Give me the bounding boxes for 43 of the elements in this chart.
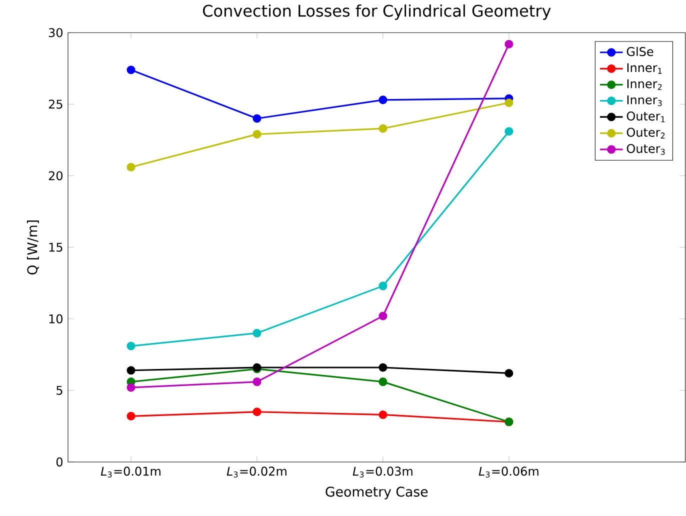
point — [378, 312, 388, 320]
legend-label: Inner$_{2}$ — [627, 79, 662, 90]
point — [378, 410, 388, 420]
y-axis-title: Q [W/m] — [26, 220, 39, 274]
point — [126, 383, 136, 392]
point — [252, 378, 262, 386]
legend-label: Inner$_{1}$ — [627, 63, 662, 74]
point — [378, 282, 388, 290]
y-tick-label: 30 — [48, 28, 62, 38]
point — [252, 114, 262, 123]
point — [504, 98, 514, 108]
x-axis-title: Geometry Case — [326, 486, 428, 500]
point — [378, 363, 388, 372]
legend-label: Outer$_{3}$ — [626, 144, 665, 155]
point — [252, 408, 262, 416]
x-tick-label: L$_{3}$=0.06m — [478, 466, 538, 478]
x-tick-label: L$_{3}$=0.02m — [226, 466, 286, 478]
legend-label: Outer$_{2}$ — [626, 128, 665, 138]
x-tick-label: L$_{3}$=0.03m — [352, 466, 412, 478]
point — [504, 40, 514, 48]
point — [126, 66, 136, 74]
point — [126, 412, 136, 420]
point — [126, 342, 136, 350]
legend-label: Inner$_{3}$ — [627, 95, 662, 106]
point — [378, 378, 388, 386]
y-tick-label: 25 — [48, 100, 62, 109]
legend-label: GlSe — [626, 46, 654, 56]
y-tick-label: 0 — [56, 457, 62, 467]
point — [126, 162, 136, 172]
y-tick-label: 5 — [56, 386, 62, 395]
point — [378, 124, 388, 133]
y-tick-label: 20 — [48, 171, 62, 180]
point — [378, 96, 388, 104]
chart-title: Convection Losses for Cylindrical Geometry — [202, 4, 551, 20]
y-tick-label: 15 — [49, 242, 62, 252]
point — [504, 127, 514, 136]
legend-label: Outer$_{1}$ — [626, 112, 665, 122]
x-tick-label: L$_{3}$=0.01m — [100, 466, 160, 478]
point — [504, 368, 514, 378]
point — [252, 328, 262, 338]
point — [252, 130, 262, 139]
y-tick-label: 10 — [49, 314, 62, 324]
point — [126, 366, 136, 375]
